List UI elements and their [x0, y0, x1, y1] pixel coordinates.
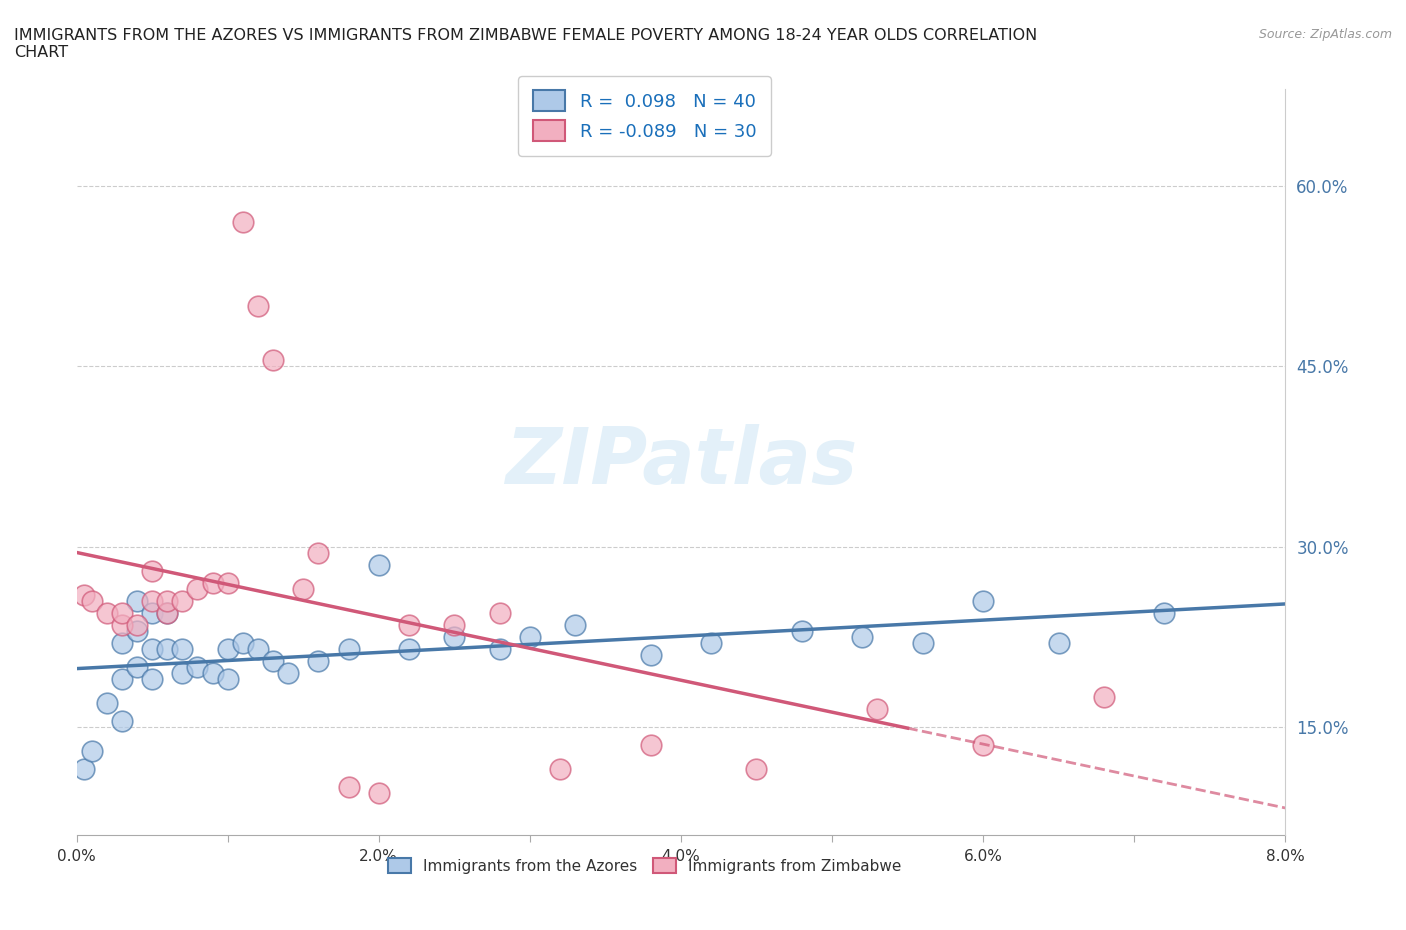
Point — [866, 701, 889, 716]
Point — [790, 623, 813, 638]
Point — [640, 737, 662, 752]
Point — [201, 576, 224, 591]
Point — [292, 581, 315, 596]
Point — [337, 642, 360, 657]
Point — [156, 593, 179, 608]
Point — [548, 762, 571, 777]
Point — [141, 642, 163, 657]
Point — [443, 630, 465, 644]
Point — [564, 618, 586, 632]
Text: Source: ZipAtlas.com: Source: ZipAtlas.com — [1258, 28, 1392, 41]
Point — [1153, 605, 1175, 620]
Point — [186, 581, 208, 596]
Text: IMMIGRANTS FROM THE AZORES VS IMMIGRANTS FROM ZIMBABWE FEMALE POVERTY AMONG 18-2: IMMIGRANTS FROM THE AZORES VS IMMIGRANTS… — [14, 28, 1038, 60]
Point — [246, 642, 269, 657]
Point — [232, 214, 254, 229]
Point — [972, 737, 994, 752]
Point — [488, 642, 510, 657]
Point — [73, 587, 96, 602]
Point — [262, 352, 284, 367]
Point — [141, 564, 163, 578]
Text: ZIPatlas: ZIPatlas — [505, 424, 858, 500]
Point — [1092, 689, 1115, 704]
Point — [111, 605, 134, 620]
Point — [172, 642, 194, 657]
Point — [125, 593, 148, 608]
Point — [262, 654, 284, 669]
Point — [1047, 635, 1070, 650]
Point — [398, 642, 420, 657]
Point — [217, 576, 239, 591]
Point — [367, 557, 389, 572]
Point — [217, 671, 239, 686]
Point — [851, 630, 873, 644]
Point — [277, 666, 299, 681]
Point — [96, 605, 118, 620]
Point — [172, 666, 194, 681]
Point — [745, 762, 768, 777]
Point — [111, 671, 134, 686]
Point — [519, 630, 541, 644]
Legend: Immigrants from the Azores, Immigrants from Zimbabwe: Immigrants from the Azores, Immigrants f… — [382, 852, 907, 880]
Point — [186, 659, 208, 674]
Point — [201, 666, 224, 681]
Point — [141, 671, 163, 686]
Point — [640, 647, 662, 662]
Point — [443, 618, 465, 632]
Point — [96, 696, 118, 711]
Point — [111, 713, 134, 728]
Point — [217, 642, 239, 657]
Point — [911, 635, 934, 650]
Point — [141, 593, 163, 608]
Point — [156, 605, 179, 620]
Point — [80, 744, 103, 759]
Point — [111, 618, 134, 632]
Point — [111, 635, 134, 650]
Point — [156, 605, 179, 620]
Point — [80, 593, 103, 608]
Point — [141, 605, 163, 620]
Point — [125, 623, 148, 638]
Point — [246, 299, 269, 313]
Point — [125, 659, 148, 674]
Point — [488, 605, 510, 620]
Point — [156, 642, 179, 657]
Point — [73, 762, 96, 777]
Point — [972, 593, 994, 608]
Point — [700, 635, 723, 650]
Point — [172, 593, 194, 608]
Point — [367, 786, 389, 801]
Point — [307, 545, 329, 560]
Point — [232, 635, 254, 650]
Point — [337, 779, 360, 794]
Point — [125, 618, 148, 632]
Point — [307, 654, 329, 669]
Point — [398, 618, 420, 632]
